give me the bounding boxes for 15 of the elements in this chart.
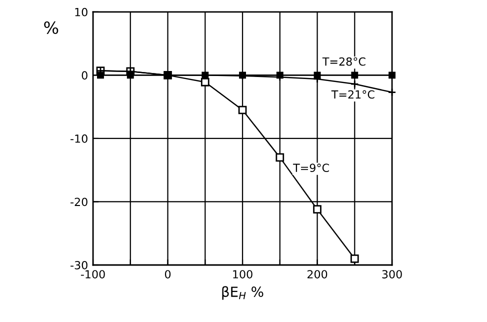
x-axis-title: βE$_{H}$ % (222, 286, 264, 300)
y-tick-label: -30 (70, 260, 88, 270)
x-tick-label: -100 (80, 270, 105, 278)
x-tick-label: 100 (233, 270, 252, 278)
x-tick-label: 200 (307, 270, 328, 278)
x-tick-label: 300 (382, 270, 402, 278)
y-tick-label: -20 (70, 198, 88, 206)
annotation: T=21°C (331, 90, 374, 99)
y-tick-label: 10 (75, 8, 88, 16)
annotation: T=28°C (322, 57, 366, 66)
y-tick-label: -10 (70, 134, 88, 143)
y-axis-title: % (44, 21, 58, 34)
y-tick-label: 0 (82, 71, 88, 80)
x-tick-label: 0 (164, 270, 171, 278)
annotation: T=9°C (293, 164, 329, 172)
